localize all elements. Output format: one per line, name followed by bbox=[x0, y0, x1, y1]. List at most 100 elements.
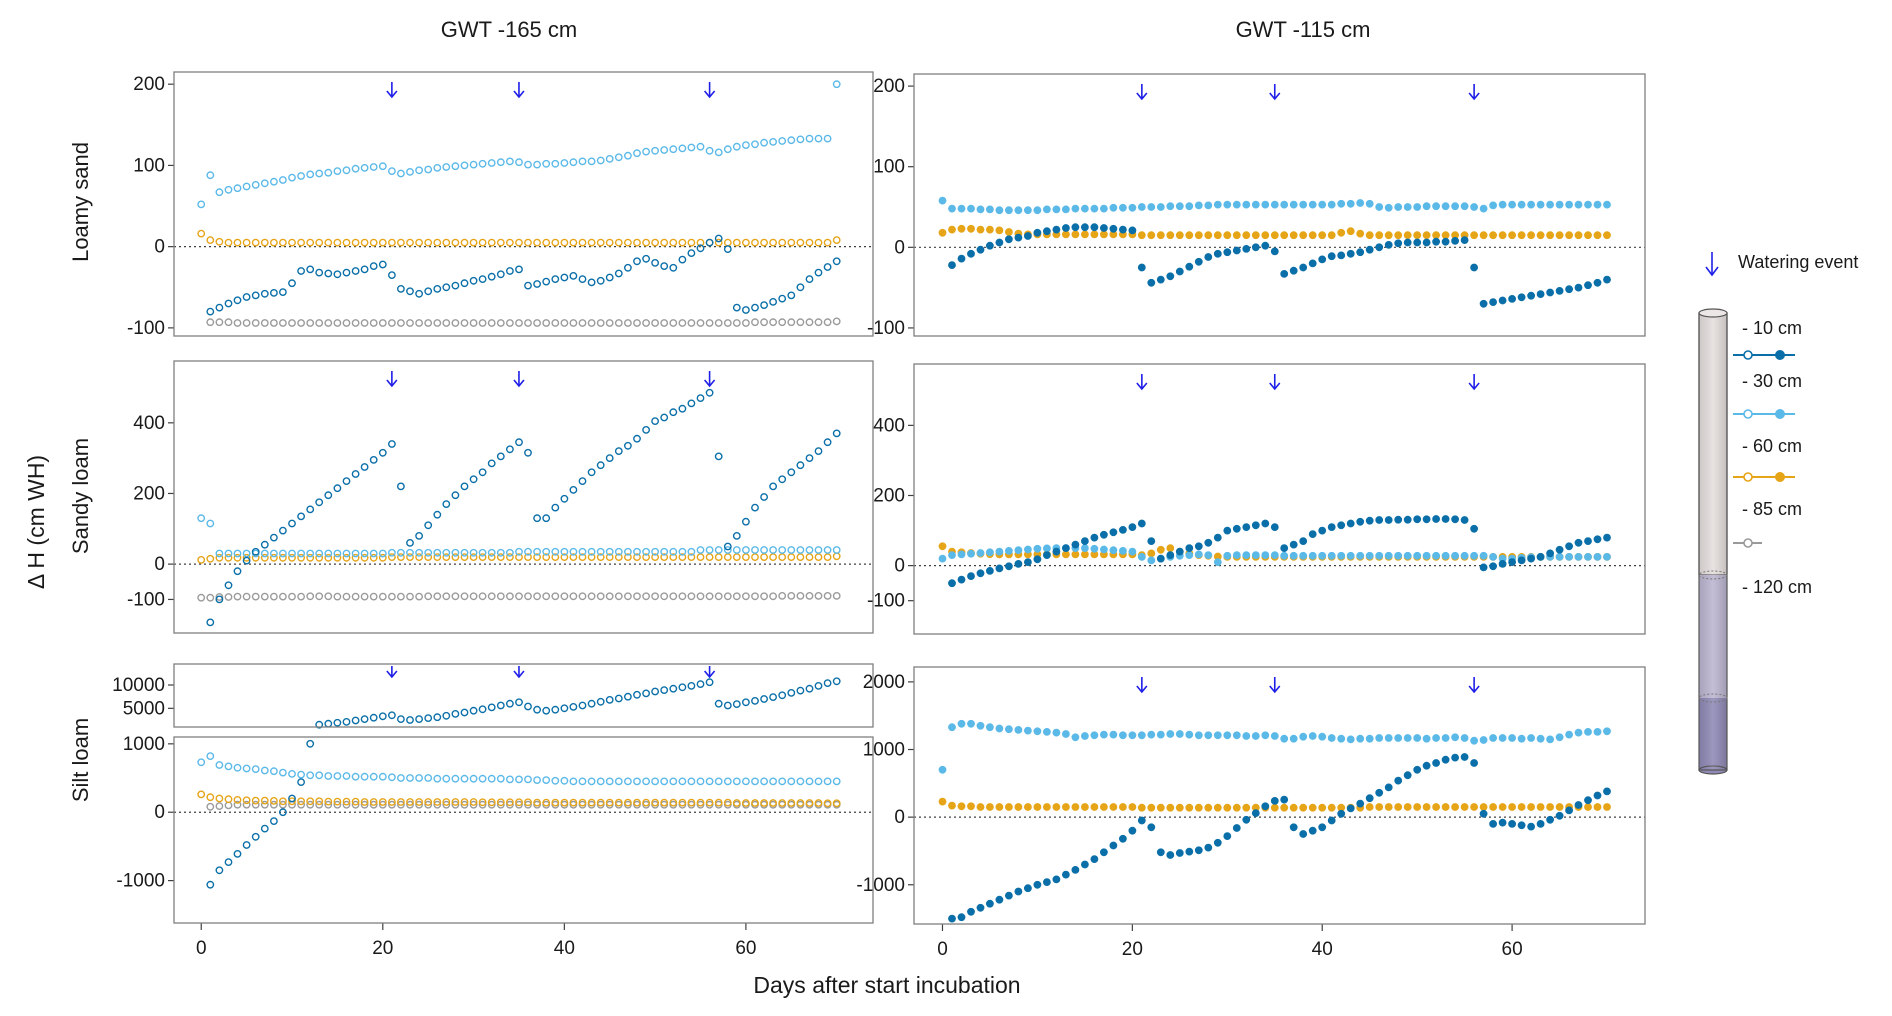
data-point bbox=[696, 553, 705, 561]
data-point bbox=[278, 238, 287, 247]
data-point bbox=[1185, 803, 1194, 812]
data-point bbox=[633, 547, 641, 556]
data-point bbox=[378, 800, 387, 809]
data-point bbox=[633, 798, 641, 807]
data-point bbox=[1479, 231, 1488, 240]
data-point bbox=[442, 500, 451, 508]
data-point bbox=[1536, 820, 1545, 828]
data-point bbox=[1043, 227, 1051, 236]
data-point bbox=[714, 546, 723, 554]
data-point bbox=[1356, 734, 1365, 743]
series-10-cm bbox=[206, 388, 841, 627]
data-point bbox=[1175, 547, 1184, 556]
data-point bbox=[1432, 759, 1440, 767]
data-point bbox=[1242, 244, 1251, 253]
y-tick-label: 1000 bbox=[863, 740, 905, 761]
data-point bbox=[233, 553, 242, 562]
data-point bbox=[324, 319, 333, 327]
data-point bbox=[1043, 551, 1051, 559]
data-point bbox=[542, 159, 551, 168]
data-point bbox=[1062, 870, 1070, 879]
data-point bbox=[396, 715, 405, 723]
data-point bbox=[1280, 269, 1289, 278]
data-point bbox=[1090, 544, 1099, 553]
data-point bbox=[333, 484, 342, 493]
data-point bbox=[732, 532, 741, 540]
data-point bbox=[1270, 551, 1279, 559]
data-point bbox=[1337, 734, 1346, 743]
data-point bbox=[948, 204, 956, 213]
data-point bbox=[1119, 834, 1127, 843]
data-point bbox=[805, 318, 814, 327]
series-10-cm bbox=[948, 753, 1611, 923]
data-point bbox=[1204, 253, 1213, 261]
data-point bbox=[342, 718, 351, 726]
data-point bbox=[705, 388, 714, 397]
data-point bbox=[487, 553, 496, 561]
data-point bbox=[415, 319, 423, 327]
data-point bbox=[1451, 202, 1459, 211]
data-point bbox=[624, 777, 632, 786]
data-point bbox=[986, 548, 994, 557]
data-point bbox=[442, 283, 451, 292]
data-point bbox=[1308, 732, 1317, 740]
data-point bbox=[515, 158, 523, 167]
data-point bbox=[596, 461, 605, 470]
data-point bbox=[696, 592, 705, 601]
data-point bbox=[1603, 787, 1611, 796]
data-point bbox=[633, 238, 641, 247]
data-point bbox=[642, 798, 650, 807]
data-point bbox=[1242, 200, 1251, 209]
data-point bbox=[342, 268, 351, 277]
data-point bbox=[297, 319, 305, 327]
data-point bbox=[342, 800, 351, 809]
data-point bbox=[1508, 200, 1516, 209]
data-point bbox=[751, 553, 759, 561]
data-point bbox=[460, 319, 469, 327]
data-point bbox=[760, 553, 768, 561]
data-point bbox=[206, 318, 215, 327]
data-point bbox=[396, 800, 405, 809]
data-point bbox=[1593, 200, 1602, 209]
data-point bbox=[251, 765, 260, 773]
data-point bbox=[1185, 231, 1194, 240]
data-point bbox=[1460, 236, 1469, 244]
data-point bbox=[324, 553, 333, 562]
watering-event-arrow bbox=[1468, 84, 1480, 101]
data-point bbox=[315, 549, 324, 558]
data-point bbox=[1223, 803, 1232, 812]
data-point bbox=[1128, 203, 1137, 212]
data-point bbox=[1603, 553, 1611, 561]
data-point bbox=[760, 695, 768, 703]
data-point bbox=[823, 679, 832, 687]
data-point bbox=[1394, 239, 1403, 248]
data-point bbox=[669, 408, 678, 417]
data-point bbox=[587, 319, 596, 327]
data-point bbox=[587, 777, 596, 786]
data-point bbox=[1527, 803, 1535, 811]
data-point bbox=[678, 255, 687, 264]
data-point bbox=[260, 319, 269, 327]
data-point bbox=[1375, 516, 1384, 524]
data-point bbox=[660, 592, 669, 601]
y-tick-label: -100 bbox=[867, 318, 905, 339]
data-point bbox=[823, 134, 832, 143]
data-point bbox=[760, 493, 768, 501]
y-axis-label: Δ H (cm WH) bbox=[23, 455, 49, 589]
data-point bbox=[723, 592, 732, 601]
data-point bbox=[1337, 551, 1346, 560]
data-point bbox=[796, 283, 805, 292]
data-point bbox=[396, 798, 405, 806]
data-point bbox=[542, 776, 551, 784]
data-point bbox=[614, 553, 623, 561]
data-point bbox=[505, 238, 514, 247]
data-point bbox=[587, 238, 596, 247]
data-point bbox=[1299, 551, 1308, 560]
series-10-cm bbox=[315, 677, 841, 729]
data-point bbox=[1413, 515, 1422, 524]
legend-key-3 bbox=[1733, 538, 1762, 548]
data-point bbox=[1071, 733, 1080, 742]
data-point bbox=[669, 798, 678, 807]
data-point bbox=[1175, 803, 1184, 812]
